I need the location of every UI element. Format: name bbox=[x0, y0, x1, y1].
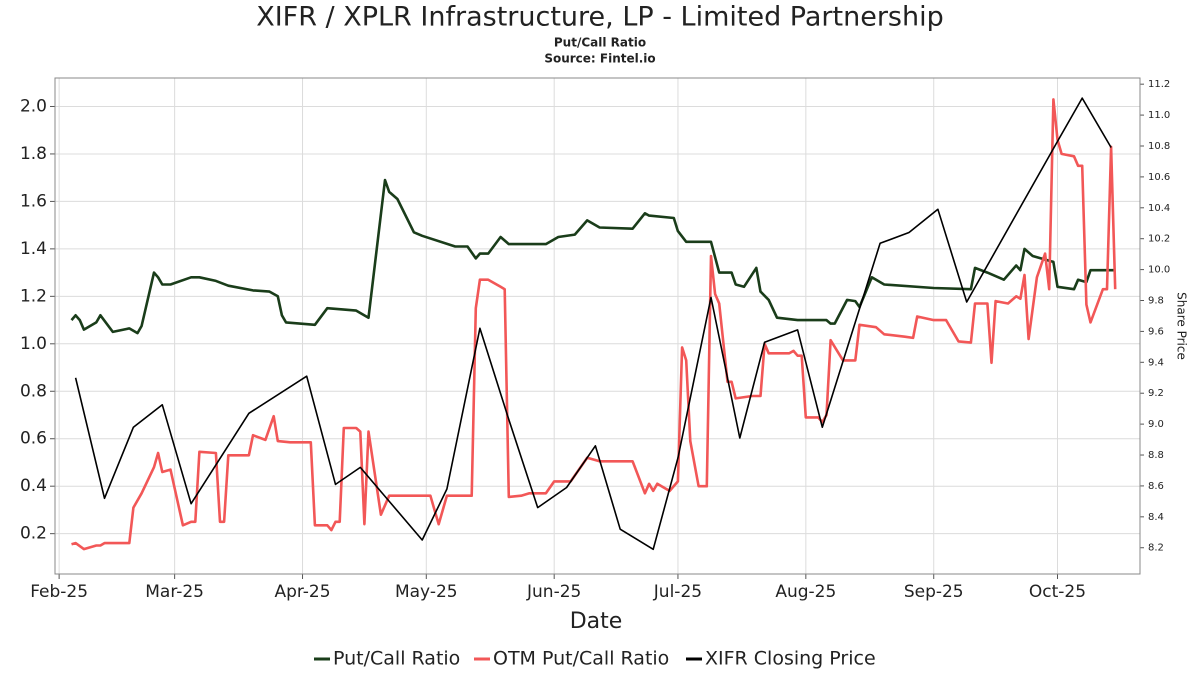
chart-title: XIFR / XPLR Infrastructure, LP - Limited… bbox=[256, 2, 944, 33]
y2-tick-label: 9.2 bbox=[1148, 388, 1164, 399]
x-tick-label: May-25 bbox=[395, 582, 458, 602]
y2-axis-label: Share Price bbox=[1175, 292, 1189, 360]
y2-tick-label: 10.2 bbox=[1148, 234, 1170, 245]
x-tick-label: Oct-25 bbox=[1029, 582, 1086, 602]
y2-tick-label: 10.6 bbox=[1148, 172, 1170, 183]
y2-tick-label: 11.0 bbox=[1148, 110, 1170, 121]
plot-frame bbox=[54, 77, 1141, 575]
x-tick-label: Mar-25 bbox=[145, 582, 204, 602]
y2-tick-label: 8.8 bbox=[1148, 450, 1164, 461]
y-tick-label: 1.4 bbox=[20, 239, 47, 259]
legend-label: OTM Put/Call Ratio bbox=[493, 648, 669, 670]
y2-tick-label: 9.8 bbox=[1148, 296, 1164, 307]
legend-label: Put/Call Ratio bbox=[333, 648, 460, 670]
y-tick-label: 2.0 bbox=[20, 96, 47, 116]
series-line bbox=[70, 178, 1116, 335]
y2-tick-label: 9.0 bbox=[1148, 419, 1164, 430]
y-tick-label: 1.0 bbox=[20, 334, 47, 354]
y-tick-label: 1.2 bbox=[20, 286, 47, 306]
y-tick-label: 0.6 bbox=[20, 429, 47, 449]
y2-tick-label: 10.4 bbox=[1148, 203, 1170, 214]
y2-tick-label: 9.6 bbox=[1148, 326, 1164, 337]
y2-tick-label: 11.2 bbox=[1148, 79, 1170, 90]
x-tick-label: Jun-25 bbox=[526, 582, 581, 602]
legend-label: XIFR Closing Price bbox=[705, 648, 876, 670]
y2-tick-label: 8.4 bbox=[1148, 512, 1164, 523]
y2-tick-label: 8.6 bbox=[1148, 481, 1164, 492]
y-tick-label: 0.4 bbox=[20, 476, 47, 496]
x-tick-label: Feb-25 bbox=[30, 582, 88, 602]
chart-source: Source: Fintel.io bbox=[544, 52, 655, 66]
y2-tick-label: 9.4 bbox=[1148, 357, 1164, 368]
series-line bbox=[71, 98, 1117, 551]
y-tick-label: 1.6 bbox=[20, 191, 47, 211]
chart-subtitle: Put/Call Ratio bbox=[554, 36, 646, 50]
x-tick-label: Sep-25 bbox=[904, 582, 964, 602]
y2-tick-label: 10.8 bbox=[1148, 141, 1170, 152]
x-tick-label: Aug-25 bbox=[775, 582, 836, 602]
y2-tick-label: 8.2 bbox=[1148, 543, 1164, 554]
y2-tick-label: 10.0 bbox=[1148, 265, 1170, 276]
x-tick-label: Apr-25 bbox=[274, 582, 330, 602]
y-tick-label: 0.2 bbox=[20, 524, 47, 544]
x-axis-label: Date bbox=[570, 609, 623, 634]
series-line bbox=[74, 97, 1112, 551]
x-tick-label: Jul-25 bbox=[653, 582, 702, 602]
y-tick-label: 1.8 bbox=[20, 144, 47, 164]
y-tick-label: 0.8 bbox=[20, 381, 47, 401]
